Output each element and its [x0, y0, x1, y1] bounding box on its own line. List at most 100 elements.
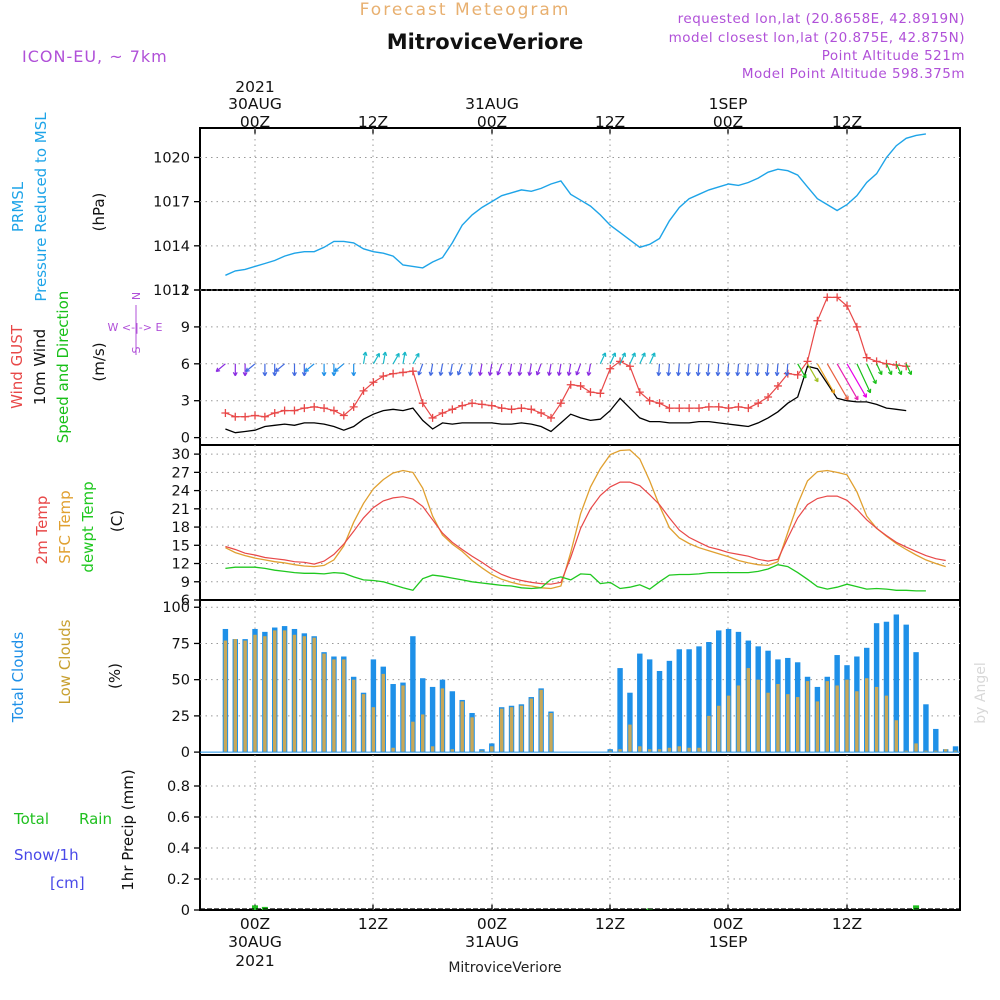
gust-marker — [438, 409, 447, 418]
top-axis-label: 12Z — [595, 113, 625, 131]
low-cloud-bar — [381, 673, 385, 753]
wind-direction-arrow — [586, 363, 592, 376]
low-cloud-bar — [776, 684, 780, 753]
wind-direction-arrow — [232, 363, 238, 377]
gust-marker — [655, 399, 664, 408]
low-cloud-bar — [499, 708, 504, 753]
wind-direction-arrow — [272, 363, 278, 377]
low-cloud-bar — [805, 681, 810, 753]
top-axis-label: 31AUG — [465, 95, 519, 113]
low-cloud-bar — [746, 668, 751, 753]
total-cloud-bar — [370, 659, 377, 753]
low-cloud-bar — [914, 743, 918, 753]
wind-direction-arrow — [629, 352, 636, 365]
wind-direction-arrow — [895, 363, 903, 376]
bottom-axis-label: 00Z — [477, 915, 507, 933]
gust-marker — [576, 381, 585, 390]
low-cloud-bar — [371, 707, 376, 753]
y-tick-label: 21 — [172, 502, 190, 518]
y-tick-label: 12 — [172, 283, 190, 299]
panel-frame — [199, 754, 961, 911]
y-tick-label: 9 — [181, 575, 190, 591]
low-cloud-bar — [766, 692, 770, 753]
low-cloud-bar — [638, 746, 642, 753]
low-cloud-bar — [243, 640, 247, 753]
wind-direction-arrow — [372, 352, 380, 365]
low-cloud-bar — [687, 747, 691, 753]
temp-2m-line — [225, 481, 946, 585]
wind-direction-arrow — [885, 363, 893, 376]
low-cloud-bar — [845, 679, 849, 753]
total-cloud-bar — [725, 628, 732, 753]
total-cloud-bar — [903, 624, 909, 753]
low-cloud-bar — [657, 749, 662, 753]
snow-label: Snow/1h — [14, 846, 79, 864]
low-cloud-bar — [726, 695, 731, 753]
wind-direction-arrow — [905, 363, 913, 376]
gust-marker — [527, 405, 536, 414]
gust-marker — [231, 412, 240, 421]
low-cloud-bar — [430, 746, 435, 753]
wind-direction-arrow — [527, 363, 533, 376]
model-altitude: Model Point Altitude 598.375m — [742, 66, 965, 82]
gust-marker — [852, 322, 861, 331]
gust-marker — [714, 402, 723, 411]
wind-direction-arrow — [846, 363, 867, 398]
rain-label-2: Rain — [79, 810, 112, 828]
wind-direction-arrow — [685, 363, 691, 377]
gust-marker — [280, 406, 289, 415]
low-cloud-bar — [342, 659, 346, 753]
gust-marker — [408, 367, 417, 376]
y-tick-label: 0.4 — [167, 841, 190, 857]
low-cloud-bar — [440, 688, 445, 753]
wind-direction-arrow — [215, 363, 226, 373]
low-cloud-bar — [509, 707, 514, 753]
gust-marker — [428, 413, 437, 422]
wind-direction-arrow — [735, 363, 741, 377]
direction-label: Speed and Direction — [54, 291, 72, 444]
total-cloud-bar — [706, 642, 712, 753]
wind-direction-arrow — [816, 363, 835, 394]
wind-direction-arrow — [438, 363, 444, 376]
gust-marker — [596, 389, 605, 398]
gust-marker — [270, 409, 279, 418]
gust-marker — [418, 399, 427, 408]
low-cloud-bar — [736, 685, 741, 753]
total-cloud-bar — [429, 686, 436, 753]
low-cloud-bar — [529, 698, 533, 753]
wind-direction-arrow — [412, 352, 420, 365]
y-tick-label: 0.6 — [167, 810, 190, 826]
low-cloud-bar — [815, 701, 820, 753]
cloud-unit: (%) — [106, 663, 124, 689]
gust-marker — [754, 399, 763, 408]
low-cloud-bar — [667, 747, 672, 753]
y-tick-label: 30 — [172, 447, 190, 463]
dewpoint-line — [225, 564, 926, 592]
low-cloud-bar — [628, 724, 632, 753]
total-cloud-bar — [449, 691, 456, 753]
precip-labels: Total Rain Snow/1h [cm] 1hr Precip (mm) — [13, 769, 137, 892]
gust-marker — [329, 406, 338, 415]
y-tick-label: 0 — [181, 431, 190, 447]
wind-direction-arrow — [556, 363, 562, 376]
total-cloud-bar — [627, 692, 633, 753]
total-cloud-bar — [952, 746, 959, 753]
total-cloud-label: Total Clouds — [9, 632, 27, 724]
gust-marker — [586, 388, 595, 397]
product-title: Forecast Meteogram — [360, 0, 571, 20]
wind-direction-arrow — [321, 363, 327, 377]
low-cloud-bar — [855, 691, 859, 753]
low-cloud-bar — [401, 685, 405, 753]
total-cloud-bar — [883, 621, 890, 753]
wind-line — [225, 365, 907, 434]
panel-frame — [199, 444, 961, 601]
gust-marker — [902, 362, 911, 371]
wind-direction-arrow — [301, 363, 307, 377]
panel-3: 6 9 12 15 18 21 24 27 30 — [172, 444, 961, 609]
compass-north: N — [130, 292, 143, 300]
low-cloud-bar — [874, 686, 879, 753]
tsfc-label: SFC Temp — [56, 490, 74, 563]
total-cloud-bar — [410, 636, 416, 753]
